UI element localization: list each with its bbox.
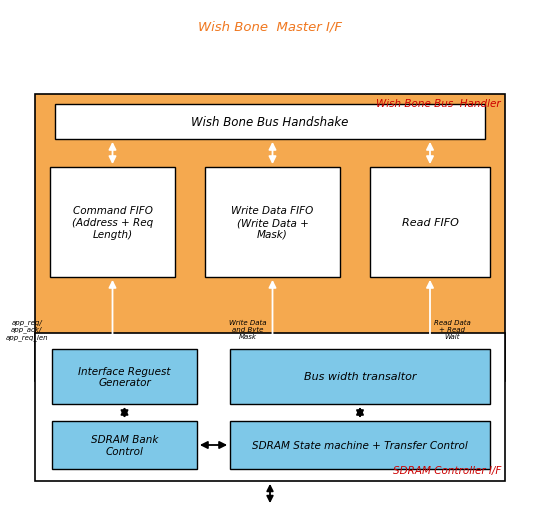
Text: SDRAM State machine + Transfer Control: SDRAM State machine + Transfer Control bbox=[252, 440, 468, 450]
Text: Write Data FIFO
(Write Data +
Mask): Write Data FIFO (Write Data + Mask) bbox=[231, 206, 314, 239]
Bar bbox=[52, 421, 197, 469]
Bar bbox=[205, 167, 340, 277]
Text: SDRAM Bank
Control: SDRAM Bank Control bbox=[91, 434, 158, 456]
Text: Wish Bone Bus Handshake: Wish Bone Bus Handshake bbox=[191, 116, 349, 129]
Text: Read Data
+ Read
Wait: Read Data + Read Wait bbox=[434, 319, 471, 340]
Bar bbox=[230, 349, 490, 404]
Text: Wish Bone Bus  Handler: Wish Bone Bus Handler bbox=[376, 99, 501, 109]
Text: SDRAM Controller I/F: SDRAM Controller I/F bbox=[393, 465, 501, 475]
Text: Wish Bone  Master I/F: Wish Bone Master I/F bbox=[198, 20, 342, 34]
Bar bbox=[55, 105, 485, 140]
Bar bbox=[50, 167, 175, 277]
Text: Interface Reguest
Generator: Interface Reguest Generator bbox=[78, 366, 171, 387]
Bar bbox=[35, 95, 505, 381]
Text: Bus width transaltor: Bus width transaltor bbox=[303, 372, 416, 382]
Text: Command FIFO
(Address + Req
Length): Command FIFO (Address + Req Length) bbox=[72, 206, 153, 239]
Text: Read FIFO: Read FIFO bbox=[402, 217, 458, 228]
Text: Write Data
and Byte
Mask: Write Data and Byte Mask bbox=[229, 319, 267, 340]
Bar bbox=[35, 333, 505, 481]
Text: app_req/
app_ack/
app_req_len: app_req/ app_ack/ app_req_len bbox=[5, 318, 48, 341]
Bar bbox=[230, 421, 490, 469]
Bar bbox=[52, 349, 197, 404]
Bar bbox=[370, 167, 490, 277]
